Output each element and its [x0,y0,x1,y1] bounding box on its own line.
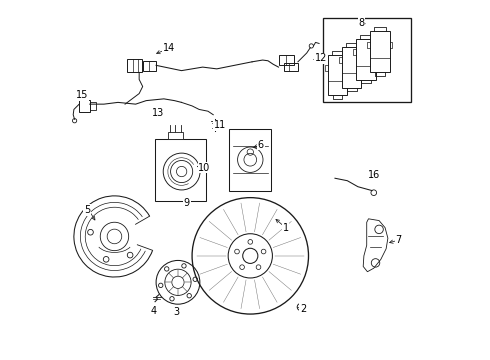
Bar [168,132,183,139]
Text: 15: 15 [76,90,88,100]
Text: 2: 2 [300,304,306,314]
Text: 11: 11 [214,120,226,130]
Bar [328,55,347,95]
Text: 5: 5 [84,205,90,215]
Bar [322,18,411,102]
Bar [284,63,298,71]
Text: 1: 1 [283,222,289,233]
Text: 13: 13 [152,108,165,118]
Bar [356,39,375,80]
Bar [79,100,90,112]
Bar [370,31,390,72]
Bar [127,59,142,72]
Text: 10: 10 [198,163,211,173]
Text: 6: 6 [258,140,264,150]
Bar [229,129,271,190]
Text: 3: 3 [173,307,179,317]
Bar [90,102,96,110]
Text: 7: 7 [395,235,402,245]
Text: 8: 8 [358,18,365,28]
Text: 9: 9 [184,198,190,208]
Bar [278,55,294,66]
Bar [342,47,362,87]
Text: 16: 16 [368,170,380,180]
Text: 14: 14 [163,43,175,53]
Text: 4: 4 [150,306,156,315]
Text: 12: 12 [315,53,327,63]
Bar [155,139,206,201]
Bar [143,61,156,71]
